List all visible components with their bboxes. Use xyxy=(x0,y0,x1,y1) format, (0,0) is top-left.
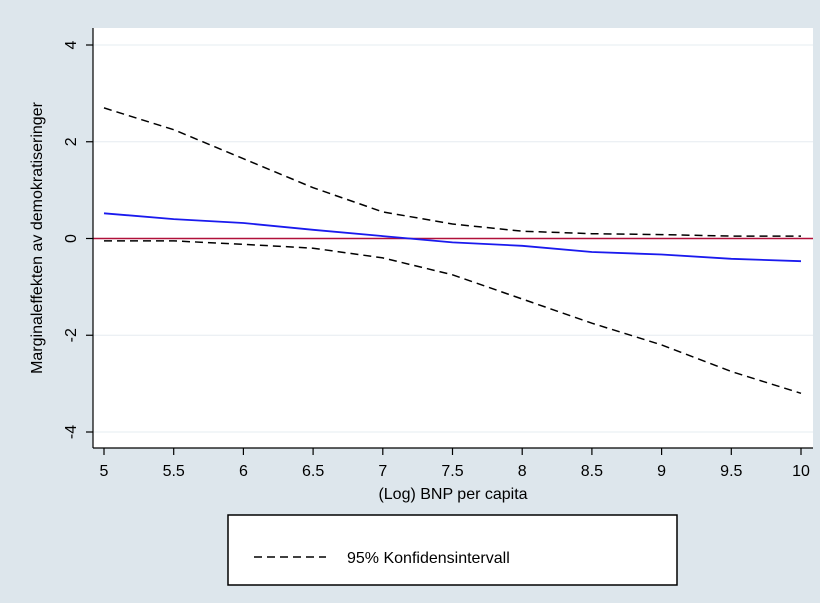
legend-box xyxy=(227,514,678,586)
x-tick-label: 5 xyxy=(100,463,109,480)
x-tick-label: 10 xyxy=(792,463,810,480)
y-tick-label: 0 xyxy=(63,234,80,243)
x-tick-label: 5.5 xyxy=(163,463,185,480)
axes: -4 -2 0 2 4 5 5.5 6 6.5 7 7.5 8 8.5 9 9.5 10 xyxy=(63,28,813,480)
y-axis-title: Marginaleffekten av demokratiseringer xyxy=(29,101,46,374)
series-line-upper xyxy=(103,107,801,237)
y-tick-label: 4 xyxy=(63,40,80,49)
x-tick-label: 8.5 xyxy=(581,463,603,480)
y-tick-label: -2 xyxy=(63,328,80,342)
x-tick-label: 9.5 xyxy=(720,463,742,480)
x-tick-label: 6 xyxy=(239,463,248,480)
legend: 95% Konfidensintervall xyxy=(227,514,678,586)
y-tick-label: -4 xyxy=(63,425,80,439)
series-group xyxy=(103,107,802,395)
x-tick-label: 7.5 xyxy=(441,463,463,480)
series-line-estimate xyxy=(103,212,802,263)
legend-label: 95% Konfidensintervall xyxy=(347,550,510,567)
x-tick-label: 9 xyxy=(657,463,666,480)
x-tick-label: 7 xyxy=(378,463,387,480)
x-tick-label: 6.5 xyxy=(302,463,324,480)
y-tick-label: 2 xyxy=(63,137,80,146)
series-line-lower xyxy=(104,240,802,395)
x-axis-title: (Log) BNP per capita xyxy=(378,486,527,503)
x-tick-label: 8 xyxy=(518,463,527,480)
